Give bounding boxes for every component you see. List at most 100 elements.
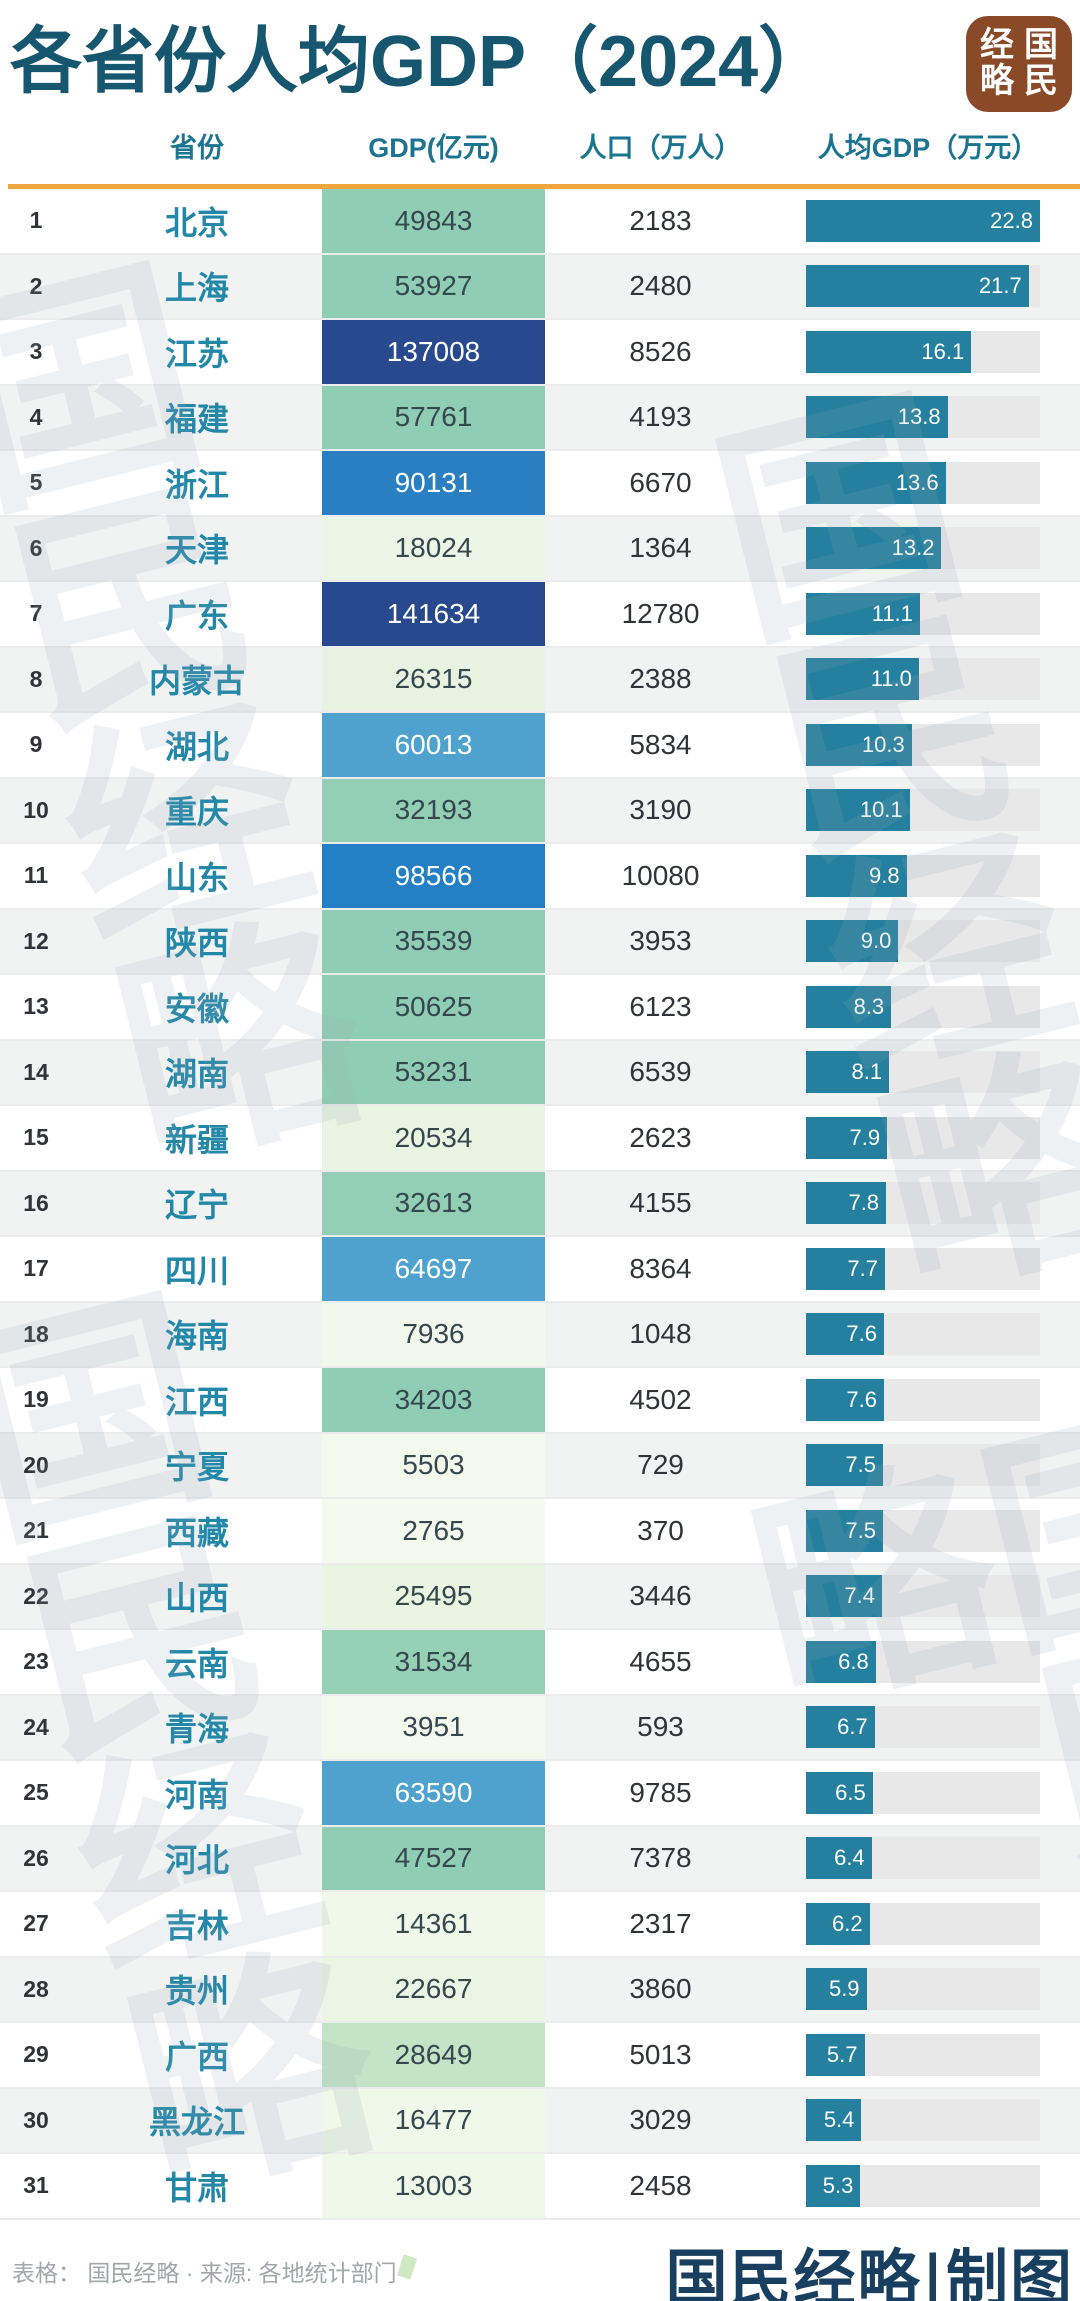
credit-signature: 国民经略|制图	[665, 2242, 1074, 2301]
per-capita-bar-track: 5.7	[806, 2033, 1040, 2076]
bar-value-label: 21.7	[978, 273, 1022, 299]
per-capita-bar-track: 7.5	[806, 1509, 1040, 1552]
gdp-heat-cell: 18024	[322, 516, 545, 580]
per-capita-bar-track: 9.8	[806, 854, 1040, 897]
gdp-heat-cell: 49843	[322, 189, 545, 253]
per-capita-bar-area: 9.0	[776, 910, 1080, 974]
table-row: 4 福建 57761 4193 13.8	[0, 385, 1080, 451]
bar-value-label: 13.2	[891, 535, 935, 561]
province-cell: 陕西	[164, 925, 229, 962]
gdp-heat-cell: 7936	[322, 1302, 545, 1366]
per-capita-bar-area: 6.4	[776, 1827, 1080, 1891]
population-cell: 2388	[629, 663, 692, 695]
table-row: 19 江西 34203 4502 7.6	[0, 1368, 1080, 1434]
population-cell: 5834	[629, 728, 692, 760]
per-capita-bar: 9.8	[806, 854, 907, 897]
per-capita-bar: 13.8	[806, 396, 948, 439]
province-cell: 湖北	[164, 728, 229, 765]
per-capita-bar: 21.7	[806, 265, 1029, 308]
per-capita-bar-track: 9.0	[806, 920, 1040, 963]
bar-value-label: 8.3	[853, 993, 885, 1019]
table-row: 16 辽宁 32613 4155 7.8	[0, 1171, 1080, 1237]
bar-value-label: 9.8	[868, 862, 900, 888]
population-cell: 4155	[629, 1187, 692, 1219]
population-cell: 9785	[629, 1776, 692, 1808]
province-cell: 河北	[164, 1842, 229, 1879]
rank-cell: 22	[23, 1582, 49, 1609]
per-capita-bar-area: 7.6	[776, 1303, 1080, 1367]
table-row: 3 江苏 137008 8526 16.1	[0, 320, 1080, 386]
table-rows: 1 北京 49843 2183 22.8 2 上海 53927 2480 21.7 3 江苏 13700…	[0, 189, 1080, 2220]
per-capita-bar: 6.8	[806, 1640, 876, 1683]
rank-cell: 27	[23, 1910, 49, 1937]
badge-char: 民	[1024, 61, 1058, 101]
gdp-heat-cell: 141634	[322, 582, 545, 646]
gdp-heat-cell: 47527	[322, 1826, 545, 1890]
population-cell: 1048	[629, 1318, 692, 1350]
gdp-heat-cell: 34203	[322, 1368, 545, 1432]
per-capita-bar-track: 10.3	[806, 723, 1040, 766]
province-cell: 山东	[164, 859, 229, 896]
per-capita-bar-track: 6.4	[806, 1837, 1040, 1880]
province-cell: 湖南	[164, 1056, 229, 1093]
per-capita-bar: 6.2	[806, 1902, 870, 1945]
bar-value-label: 7.6	[846, 1321, 877, 1347]
rank-cell: 25	[23, 1779, 49, 1806]
per-capita-bar: 5.4	[806, 2099, 862, 2142]
gdp-heat-cell: 20534	[322, 1106, 545, 1170]
gdp-heat-cell: 25495	[322, 1564, 545, 1628]
per-capita-bar-area: 11.0	[776, 648, 1080, 712]
table-row: 29 广西 28649 5013 5.7	[0, 2023, 1080, 2089]
per-capita-bar-area: 7.7	[776, 1237, 1080, 1301]
rank-cell: 15	[23, 1124, 49, 1151]
per-capita-bar-track: 7.7	[806, 1247, 1040, 1290]
page-title: 各省份人均GDP（2024）	[10, 22, 831, 102]
header-divider-line	[8, 184, 1080, 189]
bar-value-label: 7.5	[845, 1452, 876, 1478]
rank-cell: 21	[23, 1517, 49, 1544]
per-capita-bar-area: 7.8	[776, 1172, 1080, 1236]
per-capita-bar-area: 10.1	[776, 779, 1080, 843]
population-cell: 3190	[629, 794, 692, 826]
gdp-heat-cell: 14361	[322, 1892, 545, 1956]
per-capita-bar: 6.4	[806, 1837, 872, 1880]
table-row: 15 新疆 20534 2623 7.9	[0, 1106, 1080, 1172]
per-capita-bar-area: 7.9	[776, 1106, 1080, 1170]
table-row: 11 山东 98566 10080 9.8	[0, 844, 1080, 910]
population-cell: 593	[637, 1711, 684, 1743]
gdp-heat-cell: 98566	[322, 844, 545, 908]
per-capita-bar-area: 21.7	[776, 255, 1080, 319]
per-capita-bar-track: 6.2	[806, 1902, 1040, 1945]
rank-cell: 13	[23, 993, 49, 1020]
province-cell: 吉林	[164, 1907, 229, 1944]
rank-cell: 3	[29, 338, 43, 365]
per-capita-bar-track: 7.5	[806, 1444, 1040, 1487]
gdp-heat-cell: 3951	[322, 1695, 545, 1759]
gdp-heat-cell: 35539	[322, 909, 545, 973]
rank-cell: 4	[29, 403, 43, 430]
per-capita-bar: 5.3	[806, 2164, 861, 2207]
badge-column-left: 经 略	[980, 28, 1014, 99]
badge-char: 国	[1024, 25, 1058, 66]
per-capita-bar: 8.1	[806, 1051, 890, 1094]
province-cell: 辽宁	[164, 1187, 229, 1224]
table-row: 23 云南 31534 4655 6.8	[0, 1630, 1080, 1696]
per-capita-bar: 7.6	[806, 1313, 884, 1356]
gdp-heat-cell: 13003	[322, 2154, 545, 2218]
table-row: 13 安徽 50625 6123 8.3	[0, 975, 1080, 1041]
per-capita-bar-area: 5.4	[776, 2089, 1080, 2153]
per-capita-bar-area: 13.6	[776, 451, 1080, 515]
per-capita-bar-track: 13.6	[806, 461, 1040, 504]
bar-value-label: 11.1	[871, 600, 913, 626]
population-cell: 8526	[629, 335, 692, 367]
per-capita-bar-track: 8.3	[806, 985, 1040, 1028]
bar-value-label: 9.0	[860, 928, 892, 954]
per-capita-bar: 8.3	[806, 985, 892, 1028]
province-cell: 江苏	[164, 335, 229, 372]
brand-badge: 经 略 国 民	[966, 16, 1072, 112]
population-cell: 3029	[629, 2104, 692, 2136]
gdp-heat-cell: 32193	[322, 778, 545, 842]
per-capita-bar-area: 13.2	[776, 517, 1080, 581]
per-capita-bar-area: 7.4	[776, 1565, 1080, 1629]
province-cell: 重庆	[164, 794, 229, 831]
